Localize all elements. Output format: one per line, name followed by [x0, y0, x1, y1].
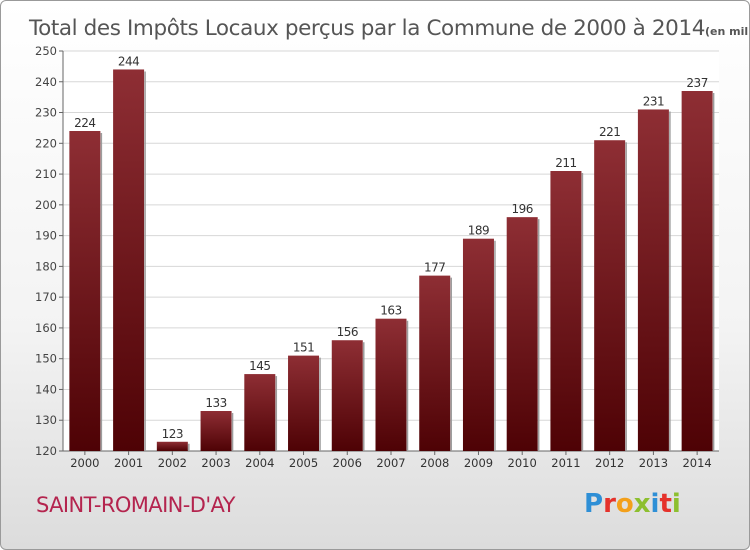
bar-2013	[637, 109, 669, 451]
bar-2008	[419, 275, 451, 451]
data-label-2012: 221	[599, 125, 620, 139]
bar-2006	[331, 340, 363, 451]
chart-title-text: Total des Impôts Locaux perçus par la Co…	[29, 16, 705, 41]
x-tick-label-2012: 2012	[595, 456, 624, 470]
logo-letter: i	[650, 489, 660, 519]
x-tick-label-2013: 2013	[639, 456, 668, 470]
data-label-2013: 231	[643, 94, 664, 108]
logo-letter: x	[633, 489, 651, 519]
y-tick-label: 210	[35, 167, 57, 181]
y-tick-label: 160	[35, 321, 57, 335]
data-label-2011: 211	[555, 156, 576, 170]
y-tick-label: 240	[35, 75, 57, 89]
y-tick-label: 190	[35, 229, 57, 243]
logo-letter: P	[584, 489, 604, 519]
y-tick-label: 120	[35, 444, 57, 458]
bar-2011	[550, 171, 582, 451]
bar-2010	[506, 217, 538, 451]
data-label-2003: 133	[205, 396, 226, 410]
y-tick-label: 150	[35, 352, 57, 366]
bar-2002	[156, 441, 188, 451]
logo-letter: t	[659, 489, 672, 519]
y-tick-label: 170	[35, 290, 57, 304]
data-label-2014: 237	[686, 76, 707, 90]
x-tick-label-2004: 2004	[245, 456, 274, 470]
x-tick-label-2001: 2001	[114, 456, 143, 470]
data-label-2001: 244	[118, 54, 139, 68]
data-label-2000: 224	[74, 116, 95, 130]
bar-2000	[69, 131, 101, 451]
data-label-2007: 163	[380, 304, 401, 318]
logo-letter: i	[671, 489, 681, 519]
data-label-2006: 156	[337, 325, 358, 339]
x-tick-label-2005: 2005	[289, 456, 318, 470]
bar-2012	[594, 140, 626, 451]
data-label-2009: 189	[468, 224, 489, 238]
bar-2001	[113, 69, 145, 451]
x-tick-label-2006: 2006	[333, 456, 362, 470]
bar-2014	[681, 91, 713, 451]
bar-2005	[288, 355, 320, 451]
data-label-2004: 145	[249, 359, 270, 373]
data-label-2002: 123	[162, 427, 183, 441]
data-label-2005: 151	[293, 341, 314, 355]
commune-name: SAINT-ROMAIN-D'AY	[36, 493, 235, 517]
proxiti-logo: Proxiti	[584, 489, 681, 519]
x-tick-label-2009: 2009	[464, 456, 493, 470]
y-tick-label: 130	[35, 413, 57, 427]
x-tick-label-2007: 2007	[376, 456, 405, 470]
chart-title: Total des Impôts Locaux perçus par la Co…	[29, 5, 750, 43]
bar-2007	[375, 318, 407, 451]
bar-2003	[200, 411, 232, 451]
y-tick-label: 230	[35, 106, 57, 120]
bar-2004	[244, 374, 276, 451]
y-tick-label: 250	[35, 44, 57, 58]
y-tick-label: 140	[35, 382, 57, 396]
y-tick-label: 200	[35, 198, 57, 212]
x-tick-label-2014: 2014	[682, 456, 711, 470]
chart-unit-label: (en milliers d'€)	[705, 25, 750, 38]
x-tick-label-2000: 2000	[70, 456, 99, 470]
data-label-2010: 196	[511, 202, 532, 216]
bar-2009	[462, 238, 494, 451]
x-tick-label-2010: 2010	[508, 456, 537, 470]
x-tick-label-2011: 2011	[551, 456, 580, 470]
logo-letter: r	[603, 489, 616, 519]
x-tick-label-2003: 2003	[201, 456, 230, 470]
x-tick-label-2002: 2002	[158, 456, 187, 470]
y-tick-label: 180	[35, 259, 57, 273]
data-label-2008: 177	[424, 261, 445, 275]
logo-letter: o	[615, 489, 634, 519]
x-tick-label-2008: 2008	[420, 456, 449, 470]
y-tick-label: 220	[35, 136, 57, 150]
